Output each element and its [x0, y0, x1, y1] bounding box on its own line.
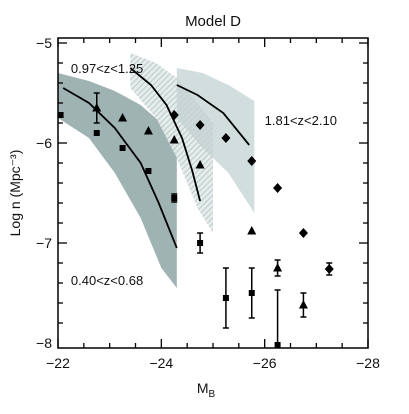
axis-ticks: [57, 38, 369, 348]
diamond-point-3-3: [221, 133, 231, 143]
square-point-1-8: [248, 290, 255, 296]
triangle-point-2-4: [169, 135, 179, 144]
model-curve-1: [62, 87, 178, 249]
chart-title: Model D: [185, 13, 241, 30]
square-point-1-6: [197, 240, 204, 246]
square-point-1-3: [119, 145, 126, 151]
square-point-1-7: [222, 295, 229, 301]
square-point-1-4: [145, 168, 152, 174]
model-curve-3: [176, 84, 250, 146]
triangle-point-2-5: [195, 160, 205, 169]
diamond-point-3-7: [324, 264, 334, 274]
diamond-point-3-1: [169, 110, 179, 120]
x-axis-title-sub: B: [209, 389, 216, 400]
model-band-3: [176, 68, 255, 213]
model-band-1: [58, 73, 177, 288]
annotations: 0.97<z<1.25 1.81<z<2.10 0.40<z<0.68: [71, 61, 337, 288]
triangle-point-2-3: [143, 126, 153, 135]
redshift-annotation-3: 0.40<z<0.68: [71, 273, 143, 288]
redshift-annotation-2: 1.81<z<2.10: [265, 113, 337, 128]
diamond-point-3-2: [195, 120, 205, 130]
diamond-point-3-4: [247, 156, 257, 166]
square-point-1-9: [274, 342, 281, 348]
triangle-point-2-1: [92, 103, 102, 112]
tick-labels: −22 −24 −26 −28 −5 −6 −7 −8: [36, 35, 380, 371]
triangle-point-2-7: [273, 263, 283, 272]
y-tick-label: −8: [36, 335, 52, 351]
model-curve-2: [129, 67, 201, 202]
square-point-1-1: [58, 112, 64, 118]
diamond-point-3-6: [298, 228, 308, 238]
square-point-1-5: [171, 195, 178, 201]
diamond-point-3-5: [273, 183, 283, 193]
triangle-point-2-8: [298, 300, 308, 309]
x-tick-label: −24: [149, 355, 173, 371]
x-tick-label: −22: [46, 355, 70, 371]
square-point-1-2: [93, 130, 100, 136]
triangle-point-2-2: [118, 113, 128, 122]
y-tick-label: −6: [36, 135, 52, 151]
y-tick-label: −7: [36, 235, 52, 251]
redshift-annotation-1: 0.97<z<1.25: [71, 61, 143, 76]
y-tick-label: −5: [36, 35, 52, 51]
x-tick-label: −26: [253, 355, 277, 371]
x-axis-title-main: M: [197, 380, 209, 396]
y-axis-title: Log n (Mpc⁻³): [7, 150, 23, 237]
data-points: [58, 92, 334, 348]
x-tick-label: −28: [356, 355, 380, 371]
model-bands: [58, 53, 255, 288]
triangle-point-2-6: [247, 226, 257, 235]
x-axis-title: MB: [197, 380, 216, 400]
model-curves: [62, 67, 250, 249]
